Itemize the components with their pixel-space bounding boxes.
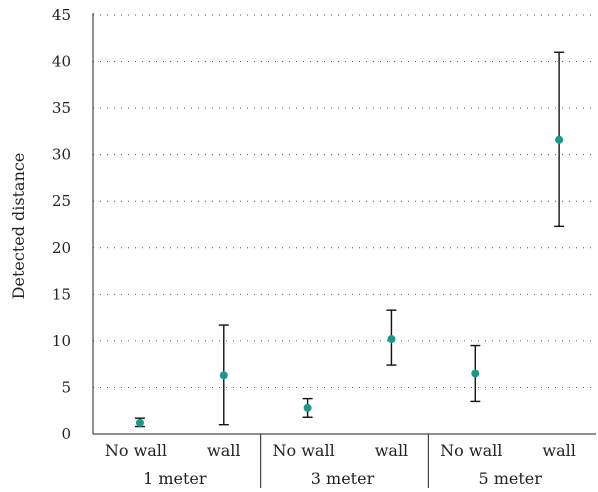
category-label: wall [375, 441, 408, 460]
y-tick-label-0: 0 [61, 425, 71, 443]
y-tick-label-15: 15 [52, 285, 71, 303]
axes [92, 13, 596, 488]
y-tick-label-45: 45 [52, 6, 71, 24]
mean-marker [219, 371, 228, 380]
category-label: No wall [105, 441, 167, 460]
data-point [302, 397, 313, 418]
data-point [218, 324, 229, 426]
y-tick-label-20: 20 [52, 239, 71, 257]
data-points [134, 51, 565, 428]
data-point [134, 417, 145, 428]
mean-marker [303, 403, 312, 412]
y-tick-label-5: 5 [61, 378, 71, 396]
y-axis-label: Detected distance [9, 153, 28, 300]
y-tick-label-40: 40 [52, 53, 71, 71]
category-label: No wall [440, 441, 502, 460]
mean-marker [471, 369, 480, 378]
group-label: 3 meter [311, 469, 375, 488]
y-tick-labels: 0 5 10 15 20 25 30 35 40 45 [52, 6, 71, 443]
y-tick-label-10: 10 [52, 332, 71, 350]
y-tick-label-30: 30 [52, 146, 71, 164]
category-label: wall [207, 441, 240, 460]
mean-marker [555, 135, 564, 144]
group-label: 1 meter [143, 469, 207, 488]
mean-marker [135, 418, 144, 427]
category-label: No wall [273, 441, 335, 460]
data-point [470, 344, 481, 403]
y-tick-label-35: 35 [52, 99, 71, 117]
data-point [554, 51, 565, 228]
mean-marker [387, 335, 396, 344]
data-point [386, 309, 397, 366]
gridlines [93, 14, 596, 388]
category-label: wall [542, 441, 575, 460]
group-label: 5 meter [478, 469, 542, 488]
y-tick-label-25: 25 [52, 192, 71, 210]
